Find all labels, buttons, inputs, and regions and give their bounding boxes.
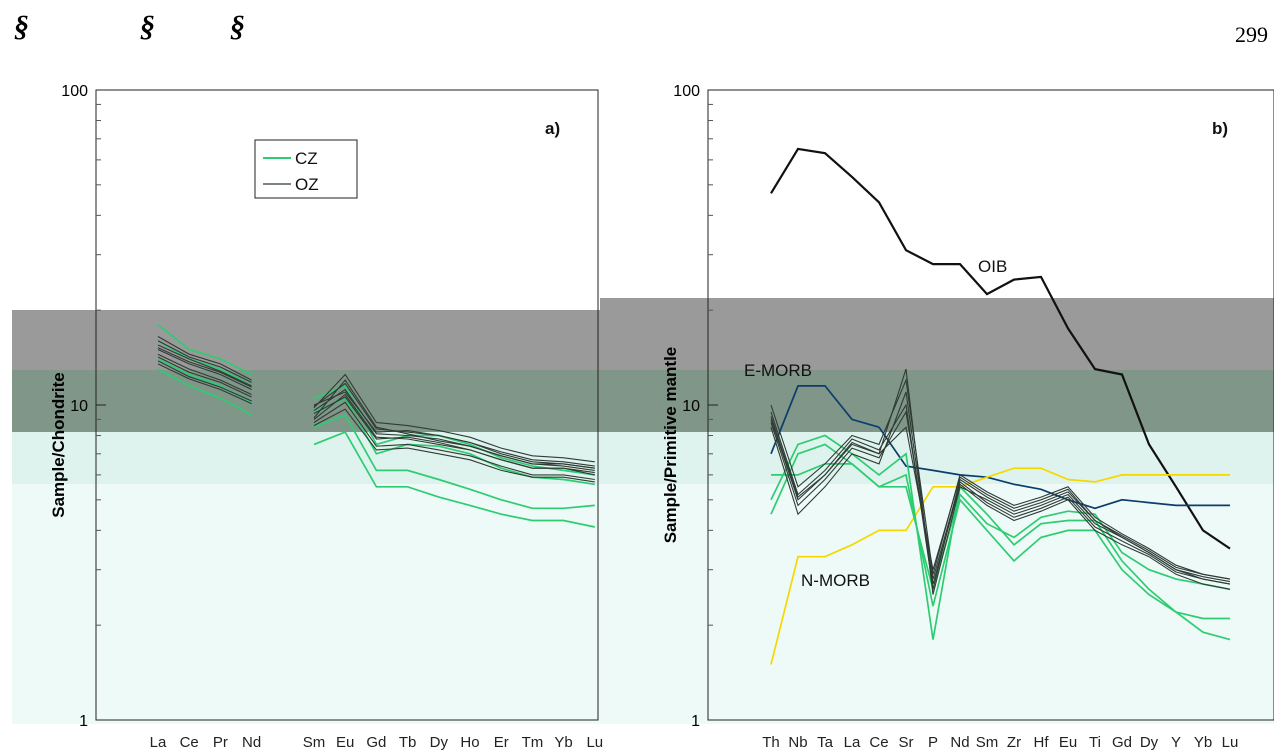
y-tick-label: 100 bbox=[673, 83, 700, 100]
x-tick-label: Hf bbox=[1034, 734, 1050, 751]
x-tick-label: La bbox=[844, 734, 861, 751]
x-tick-label: Ti bbox=[1089, 734, 1101, 751]
x-tick-label: Sm bbox=[976, 734, 999, 751]
legend-label: OZ bbox=[295, 175, 319, 194]
series-line-cz bbox=[770, 434, 1231, 641]
legend-box bbox=[254, 139, 358, 199]
series-line-oz bbox=[157, 356, 252, 398]
x-tick-label: Nb bbox=[788, 734, 807, 751]
x-tick-label: Dy bbox=[1140, 734, 1159, 751]
series-annotation: E-MORB bbox=[744, 361, 812, 380]
series-line-oz bbox=[313, 408, 595, 483]
panel-label: a) bbox=[545, 119, 560, 138]
panel-label: b) bbox=[1212, 119, 1228, 138]
series-line-cz bbox=[770, 443, 1230, 620]
x-tick-label: Eu bbox=[336, 734, 354, 751]
series-line-cz bbox=[313, 431, 595, 528]
header-glyph-1: § bbox=[14, 10, 29, 43]
overlay-band-cyan bbox=[12, 432, 1274, 484]
series-line-oz bbox=[157, 349, 252, 390]
series-line-oz bbox=[313, 393, 595, 476]
x-tick-label: Lu bbox=[1222, 734, 1239, 751]
series-line-cz bbox=[157, 368, 252, 416]
y-axis-label-part: /Chondrite bbox=[49, 372, 68, 457]
chart-panel-a: 1 10 100 La Ce Pr Nd Sm Eu Gd Tb Dy Ho Er Tm Yb Lu a) Samp… bbox=[49, 83, 603, 751]
x-tick-label: Yb bbox=[1194, 734, 1212, 751]
y-axis-label-part: /Primitive bbox=[661, 406, 680, 483]
series-line-oz bbox=[313, 379, 595, 471]
series-line-e-morb bbox=[770, 385, 880, 455]
overlay-band-pale bbox=[12, 484, 1274, 724]
series-line-oz bbox=[157, 344, 252, 387]
x-tick-label: P bbox=[928, 734, 938, 751]
x-tick-label: Pr bbox=[213, 734, 228, 751]
series-line-oz bbox=[157, 336, 252, 381]
page-number: 299 bbox=[1235, 22, 1268, 47]
series-line-oz bbox=[157, 340, 252, 383]
x-tick-label: Sr bbox=[899, 734, 914, 751]
y-axis-label-part: Sample bbox=[661, 483, 680, 543]
x-tick-label: Ce bbox=[869, 734, 888, 751]
y-axis-label-part: mantle bbox=[661, 347, 680, 407]
y-tick-label: 1 bbox=[79, 713, 88, 730]
overlay-band-green bbox=[12, 370, 1274, 432]
series-annotation: OIB bbox=[978, 257, 1007, 276]
x-tick-label: Yb bbox=[554, 734, 572, 751]
x-tick-label: La bbox=[150, 734, 167, 751]
series-line-n-morb bbox=[770, 467, 1230, 665]
x-tick-label: Eu bbox=[1059, 734, 1077, 751]
y-axis-label: Sample/Primitive mantle bbox=[661, 347, 680, 544]
x-tick-label: Lu bbox=[586, 734, 603, 751]
x-tick-label: Nd bbox=[242, 734, 261, 751]
y-tick-label: 1 bbox=[691, 713, 700, 730]
series-line-oz bbox=[313, 382, 595, 467]
legend-label: CZ bbox=[295, 149, 318, 168]
header-glyph-2: § bbox=[140, 10, 155, 43]
x-tick-label: Ta bbox=[817, 734, 834, 751]
y-axis-label: Sample/Chondrite bbox=[49, 372, 68, 517]
x-tick-label: Tm bbox=[522, 734, 544, 751]
series-annotation: N-MORB bbox=[801, 571, 870, 590]
x-tick-label: Zr bbox=[1007, 734, 1021, 751]
x-tick-label: Nd bbox=[950, 734, 969, 751]
series-line-oz bbox=[770, 410, 1231, 585]
series-line-oz bbox=[770, 403, 1231, 590]
x-tick-label: Gd bbox=[366, 734, 386, 751]
series-line-cz bbox=[313, 397, 595, 486]
overlay-band-grey-b bbox=[600, 298, 1274, 372]
series-line-oz bbox=[157, 360, 252, 402]
series-line-oz bbox=[313, 388, 595, 469]
chart-panel-b: 1 10 100 Th Nb Ta La Ce Sr P Nd Sm Zr Hf Eu Ti Gd Dy Y Yb Lu… bbox=[661, 83, 1274, 751]
series-line-cz bbox=[157, 339, 253, 387]
x-tick-label: Ho bbox=[460, 734, 479, 751]
series-line-cz bbox=[157, 323, 252, 376]
x-tick-label: Th bbox=[762, 734, 780, 751]
series-line-oz bbox=[313, 373, 595, 463]
series-line-oz bbox=[770, 391, 1231, 590]
x-tick-label: Dy bbox=[430, 734, 449, 751]
series-line-oz bbox=[313, 401, 595, 481]
y-tick-label: 100 bbox=[61, 83, 88, 100]
x-tick-label: Y bbox=[1171, 734, 1181, 751]
x-tick-label: Er bbox=[494, 734, 509, 751]
x-tick-label: Tb bbox=[399, 734, 417, 751]
series-line-cz bbox=[313, 413, 595, 510]
y-axis-label-part: Sample bbox=[49, 457, 68, 517]
series-line-oz bbox=[157, 347, 252, 388]
header-glyph-3: § bbox=[230, 10, 245, 43]
series-line-oz bbox=[770, 378, 1231, 580]
series-line-oz bbox=[770, 416, 1231, 580]
x-tick-label: Ce bbox=[180, 734, 199, 751]
series-line-oib bbox=[770, 147, 1231, 550]
x-tick-label: Sm bbox=[303, 734, 326, 751]
page-header: § § § 299 bbox=[0, 8, 1274, 48]
series-line-cz bbox=[771, 463, 1231, 593]
y-tick-label: 10 bbox=[70, 398, 88, 415]
x-tick-label: Gd bbox=[1112, 734, 1132, 751]
series-line-oz bbox=[157, 363, 252, 405]
series-line-oz bbox=[157, 353, 252, 395]
y-tick-label: 10 bbox=[682, 398, 700, 415]
